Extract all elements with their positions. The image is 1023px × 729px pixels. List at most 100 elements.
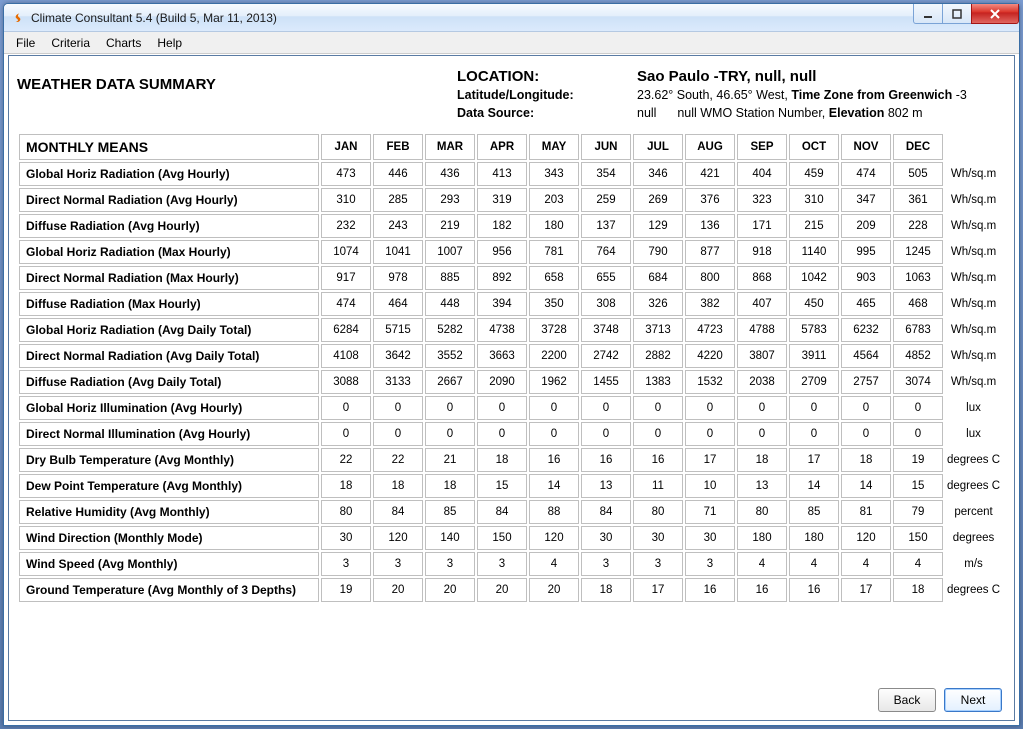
row-label: Direct Normal Radiation (Avg Daily Total… xyxy=(19,344,319,368)
data-cell: 459 xyxy=(789,162,839,186)
data-cell: 790 xyxy=(633,240,683,264)
table-row: Direct Normal Radiation (Avg Hourly)3102… xyxy=(19,188,1002,212)
data-cell: 0 xyxy=(529,396,579,420)
data-cell: 0 xyxy=(633,422,683,446)
minimize-button[interactable] xyxy=(913,4,943,24)
data-cell: 3663 xyxy=(477,344,527,368)
data-cell: 343 xyxy=(529,162,579,186)
data-cell: 5715 xyxy=(373,318,423,342)
data-cell: 140 xyxy=(425,526,475,550)
data-cell: 182 xyxy=(477,214,527,238)
data-cell: 0 xyxy=(893,422,943,446)
data-cell: 20 xyxy=(529,578,579,602)
data-cell: 30 xyxy=(685,526,735,550)
data-cell: 17 xyxy=(841,578,891,602)
data-cell: 4 xyxy=(737,552,787,576)
row-label: Relative Humidity (Avg Monthly) xyxy=(19,500,319,524)
data-cell: 0 xyxy=(685,396,735,420)
row-label: Wind Direction (Monthly Mode) xyxy=(19,526,319,550)
data-cell: 4 xyxy=(789,552,839,576)
data-cell: 956 xyxy=(477,240,527,264)
menubar: File Criteria Charts Help xyxy=(4,32,1019,54)
data-cell: 81 xyxy=(841,500,891,524)
menu-help[interactable]: Help xyxy=(149,34,190,52)
menu-criteria[interactable]: Criteria xyxy=(43,34,98,52)
data-cell: 918 xyxy=(737,240,787,264)
back-button[interactable]: Back xyxy=(878,688,936,712)
data-cell: 2667 xyxy=(425,370,475,394)
data-cell: 382 xyxy=(685,292,735,316)
data-cell: 3552 xyxy=(425,344,475,368)
unit-cell: Wh/sq.m xyxy=(945,266,1002,290)
table-row: Dew Point Temperature (Avg Monthly)18181… xyxy=(19,474,1002,498)
menu-file[interactable]: File xyxy=(8,34,43,52)
data-cell: 13 xyxy=(581,474,631,498)
data-cell: 448 xyxy=(425,292,475,316)
column-header: JUN xyxy=(581,134,631,160)
row-label: Global Horiz Radiation (Avg Daily Total) xyxy=(19,318,319,342)
data-cell: 84 xyxy=(581,500,631,524)
timezone-label: Time Zone from Greenwich xyxy=(791,88,955,102)
data-cell: 3 xyxy=(581,552,631,576)
close-button[interactable] xyxy=(971,4,1019,24)
row-label: Direct Normal Radiation (Max Hourly) xyxy=(19,266,319,290)
data-cell: 1041 xyxy=(373,240,423,264)
data-cell: 310 xyxy=(789,188,839,212)
next-button[interactable]: Next xyxy=(944,688,1002,712)
data-cell: 10 xyxy=(685,474,735,498)
data-cell: 0 xyxy=(477,396,527,420)
table-container: MONTHLY MEANS JANFEBMARAPRMAYJUNJULAUGSE… xyxy=(17,132,1006,604)
data-cell: 136 xyxy=(685,214,735,238)
column-header: NOV xyxy=(841,134,891,160)
data-cell: 0 xyxy=(477,422,527,446)
data-cell: 259 xyxy=(581,188,631,212)
data-cell: 22 xyxy=(373,448,423,472)
data-cell: 995 xyxy=(841,240,891,264)
data-cell: 5783 xyxy=(789,318,839,342)
timezone-value: -3 xyxy=(956,88,967,102)
elevation-value: 802 m xyxy=(888,106,923,120)
data-cell: 465 xyxy=(841,292,891,316)
data-cell: 473 xyxy=(321,162,371,186)
content-area: WEATHER DATA SUMMARY LOCATION: Sao Paulo… xyxy=(8,55,1015,721)
data-cell: 3713 xyxy=(633,318,683,342)
data-cell: 2038 xyxy=(737,370,787,394)
data-cell: 350 xyxy=(529,292,579,316)
data-cell: 232 xyxy=(321,214,371,238)
menu-charts[interactable]: Charts xyxy=(98,34,149,52)
data-cell: 14 xyxy=(789,474,839,498)
data-cell: 80 xyxy=(633,500,683,524)
column-header: OCT xyxy=(789,134,839,160)
data-cell: 326 xyxy=(633,292,683,316)
unit-cell: degrees C xyxy=(945,448,1002,472)
data-cell: 18 xyxy=(581,578,631,602)
data-cell: 6232 xyxy=(841,318,891,342)
table-header-row: MONTHLY MEANS JANFEBMARAPRMAYJUNJULAUGSE… xyxy=(19,134,1002,160)
data-cell: 1074 xyxy=(321,240,371,264)
monthly-means-table: MONTHLY MEANS JANFEBMARAPRMAYJUNJULAUGSE… xyxy=(17,132,1004,604)
data-cell: 474 xyxy=(841,162,891,186)
data-cell: 1962 xyxy=(529,370,579,394)
data-cell: 4788 xyxy=(737,318,787,342)
titlebar: Climate Consultant 5.4 (Build 5, Mar 11,… xyxy=(4,4,1019,32)
data-cell: 347 xyxy=(841,188,891,212)
table-row: Direct Normal Radiation (Avg Daily Total… xyxy=(19,344,1002,368)
data-cell: 323 xyxy=(737,188,787,212)
data-cell: 18 xyxy=(477,448,527,472)
data-cell: 308 xyxy=(581,292,631,316)
data-cell: 20 xyxy=(425,578,475,602)
data-cell: 19 xyxy=(893,448,943,472)
column-header: MAY xyxy=(529,134,579,160)
maximize-button[interactable] xyxy=(942,4,972,24)
data-cell: 15 xyxy=(893,474,943,498)
data-cell: 16 xyxy=(685,578,735,602)
table-row: Global Horiz Radiation (Avg Hourly)47344… xyxy=(19,162,1002,186)
data-cell: 79 xyxy=(893,500,943,524)
data-cell: 16 xyxy=(789,578,839,602)
data-cell: 0 xyxy=(737,396,787,420)
data-cell: 30 xyxy=(633,526,683,550)
header-section: WEATHER DATA SUMMARY LOCATION: Sao Paulo… xyxy=(17,62,1006,130)
unit-cell: Wh/sq.m xyxy=(945,162,1002,186)
data-cell: 18 xyxy=(841,448,891,472)
location-label: LOCATION: xyxy=(457,66,637,87)
